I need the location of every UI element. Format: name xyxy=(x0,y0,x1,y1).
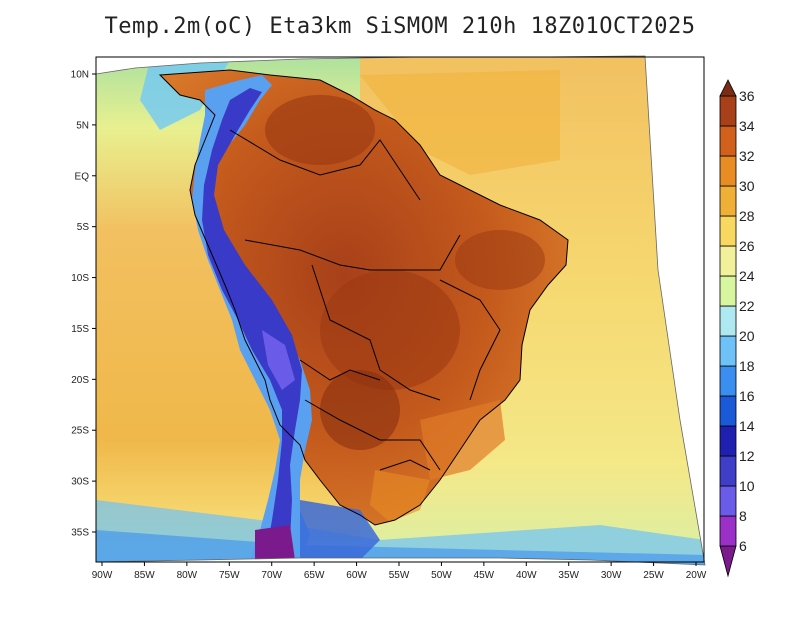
map-domain xyxy=(96,56,705,565)
lat-tick-label: 5S xyxy=(77,222,90,233)
colorbar-segment xyxy=(719,485,737,517)
border-uruguay xyxy=(379,459,431,471)
hot-zone-northeast xyxy=(455,230,545,290)
colorbar-label: 18 xyxy=(739,358,755,374)
border-paraguay xyxy=(299,359,381,381)
colorbar-label: 28 xyxy=(739,208,755,224)
colorbar-segment xyxy=(719,185,737,217)
map-title: Temp.2m(oC) Eta3km SiSMOM 210h 18Z01OCT2… xyxy=(104,14,696,39)
uruguay-warm xyxy=(370,470,430,522)
colorbar-segment xyxy=(719,365,737,397)
lon-tick-label: 50W xyxy=(431,570,452,581)
lat-tick-label: 30S xyxy=(71,477,89,488)
atlantic-warm-patch xyxy=(360,70,560,175)
border-bolivia xyxy=(311,264,441,401)
southern-ocean-cold xyxy=(96,530,705,565)
lat-tick-label: 10S xyxy=(71,273,89,284)
colorbar-label: 36 xyxy=(739,88,755,104)
lon-tick-label: 25W xyxy=(643,570,664,581)
hot-zone-guianas xyxy=(265,95,375,165)
lat-tick-label: EQ xyxy=(75,171,90,182)
lat-tick-label: 25S xyxy=(71,426,89,437)
lon-tick-label: 65W xyxy=(304,570,325,581)
lon-tick-label: 70W xyxy=(261,570,282,581)
lat-tick-label: 15S xyxy=(71,324,89,335)
lon-tick-label: 80W xyxy=(177,570,198,581)
colorbar-label: 6 xyxy=(739,538,747,554)
colorbar-label: 26 xyxy=(739,238,755,254)
colorbar-label: 10 xyxy=(739,478,755,494)
colorbar-label: 16 xyxy=(739,388,755,404)
southeast-brazil-warm xyxy=(420,400,505,480)
colorbar-min-arrow xyxy=(719,545,737,578)
domain-outline xyxy=(95,55,706,566)
lon-tick-label: 75W xyxy=(219,570,240,581)
colorbar-label: 14 xyxy=(739,418,755,434)
lon-tick-label: 20W xyxy=(686,570,707,581)
colorbar-label: 30 xyxy=(739,178,755,194)
colorbar-segment xyxy=(719,245,737,277)
lat-tick-label: 35S xyxy=(71,528,89,539)
lon-tick-label: 35W xyxy=(558,570,579,581)
altiplano-cold xyxy=(262,330,295,390)
lon-tick-label: 55W xyxy=(389,570,410,581)
lon-tick-label: 40W xyxy=(516,570,537,581)
border-states-east xyxy=(439,279,501,401)
colorbar-segment xyxy=(719,275,737,307)
colorbar-max-arrow xyxy=(719,79,737,97)
hot-zone-chaco xyxy=(320,270,460,390)
colorbar-segment xyxy=(719,335,737,367)
plot-frame xyxy=(95,56,705,563)
longitude-axis: 90W 85W 80W 75W 70W 65W 60W 55W 50W 45W 40W 35W 30W 2… xyxy=(92,562,707,581)
colorbar: 6 8 10 12 14 16 18 20 22 24 26 28 30 32 34 36 xyxy=(719,79,755,578)
colorbar-label: 34 xyxy=(739,118,755,134)
lon-tick-label: 90W xyxy=(92,570,113,581)
colorbar-label: 32 xyxy=(739,148,755,164)
colorbar-segment xyxy=(719,425,737,457)
coastline xyxy=(158,69,569,526)
colorbar-label: 12 xyxy=(739,448,755,464)
colorbar-segment xyxy=(719,515,737,547)
colorbar-segment xyxy=(719,455,737,487)
colorbar-segment xyxy=(719,95,737,127)
border-north xyxy=(229,129,421,201)
border-argentina xyxy=(304,399,441,471)
colorbar-label: 24 xyxy=(739,268,755,284)
colorbar-segment xyxy=(719,305,737,337)
hot-zone-paraguay xyxy=(320,370,400,450)
lon-tick-label: 45W xyxy=(474,570,495,581)
colorbar-segment xyxy=(719,215,737,247)
colorbar-label: 20 xyxy=(739,328,755,344)
latitude-axis: 10N 5N EQ 5S 10S 15S 20S 25S 30S 35S xyxy=(71,70,96,539)
lon-tick-label: 30W xyxy=(601,570,622,581)
colorbar-segment xyxy=(719,125,737,157)
colorbar-label: 22 xyxy=(739,298,755,314)
lon-tick-label: 60W xyxy=(346,570,367,581)
lon-tick-label: 85W xyxy=(134,570,155,581)
border-amazon xyxy=(244,234,461,271)
patagonia-coldest xyxy=(255,525,295,562)
colorbar-label: 8 xyxy=(739,508,747,524)
political-borders xyxy=(158,69,569,526)
lat-tick-label: 5N xyxy=(76,120,89,131)
colorbar-segment xyxy=(719,155,737,187)
andes-high-core xyxy=(202,88,302,560)
lat-tick-label: 20S xyxy=(71,375,89,386)
colorbar-segment xyxy=(719,395,737,427)
lat-tick-label: 10N xyxy=(71,70,89,81)
